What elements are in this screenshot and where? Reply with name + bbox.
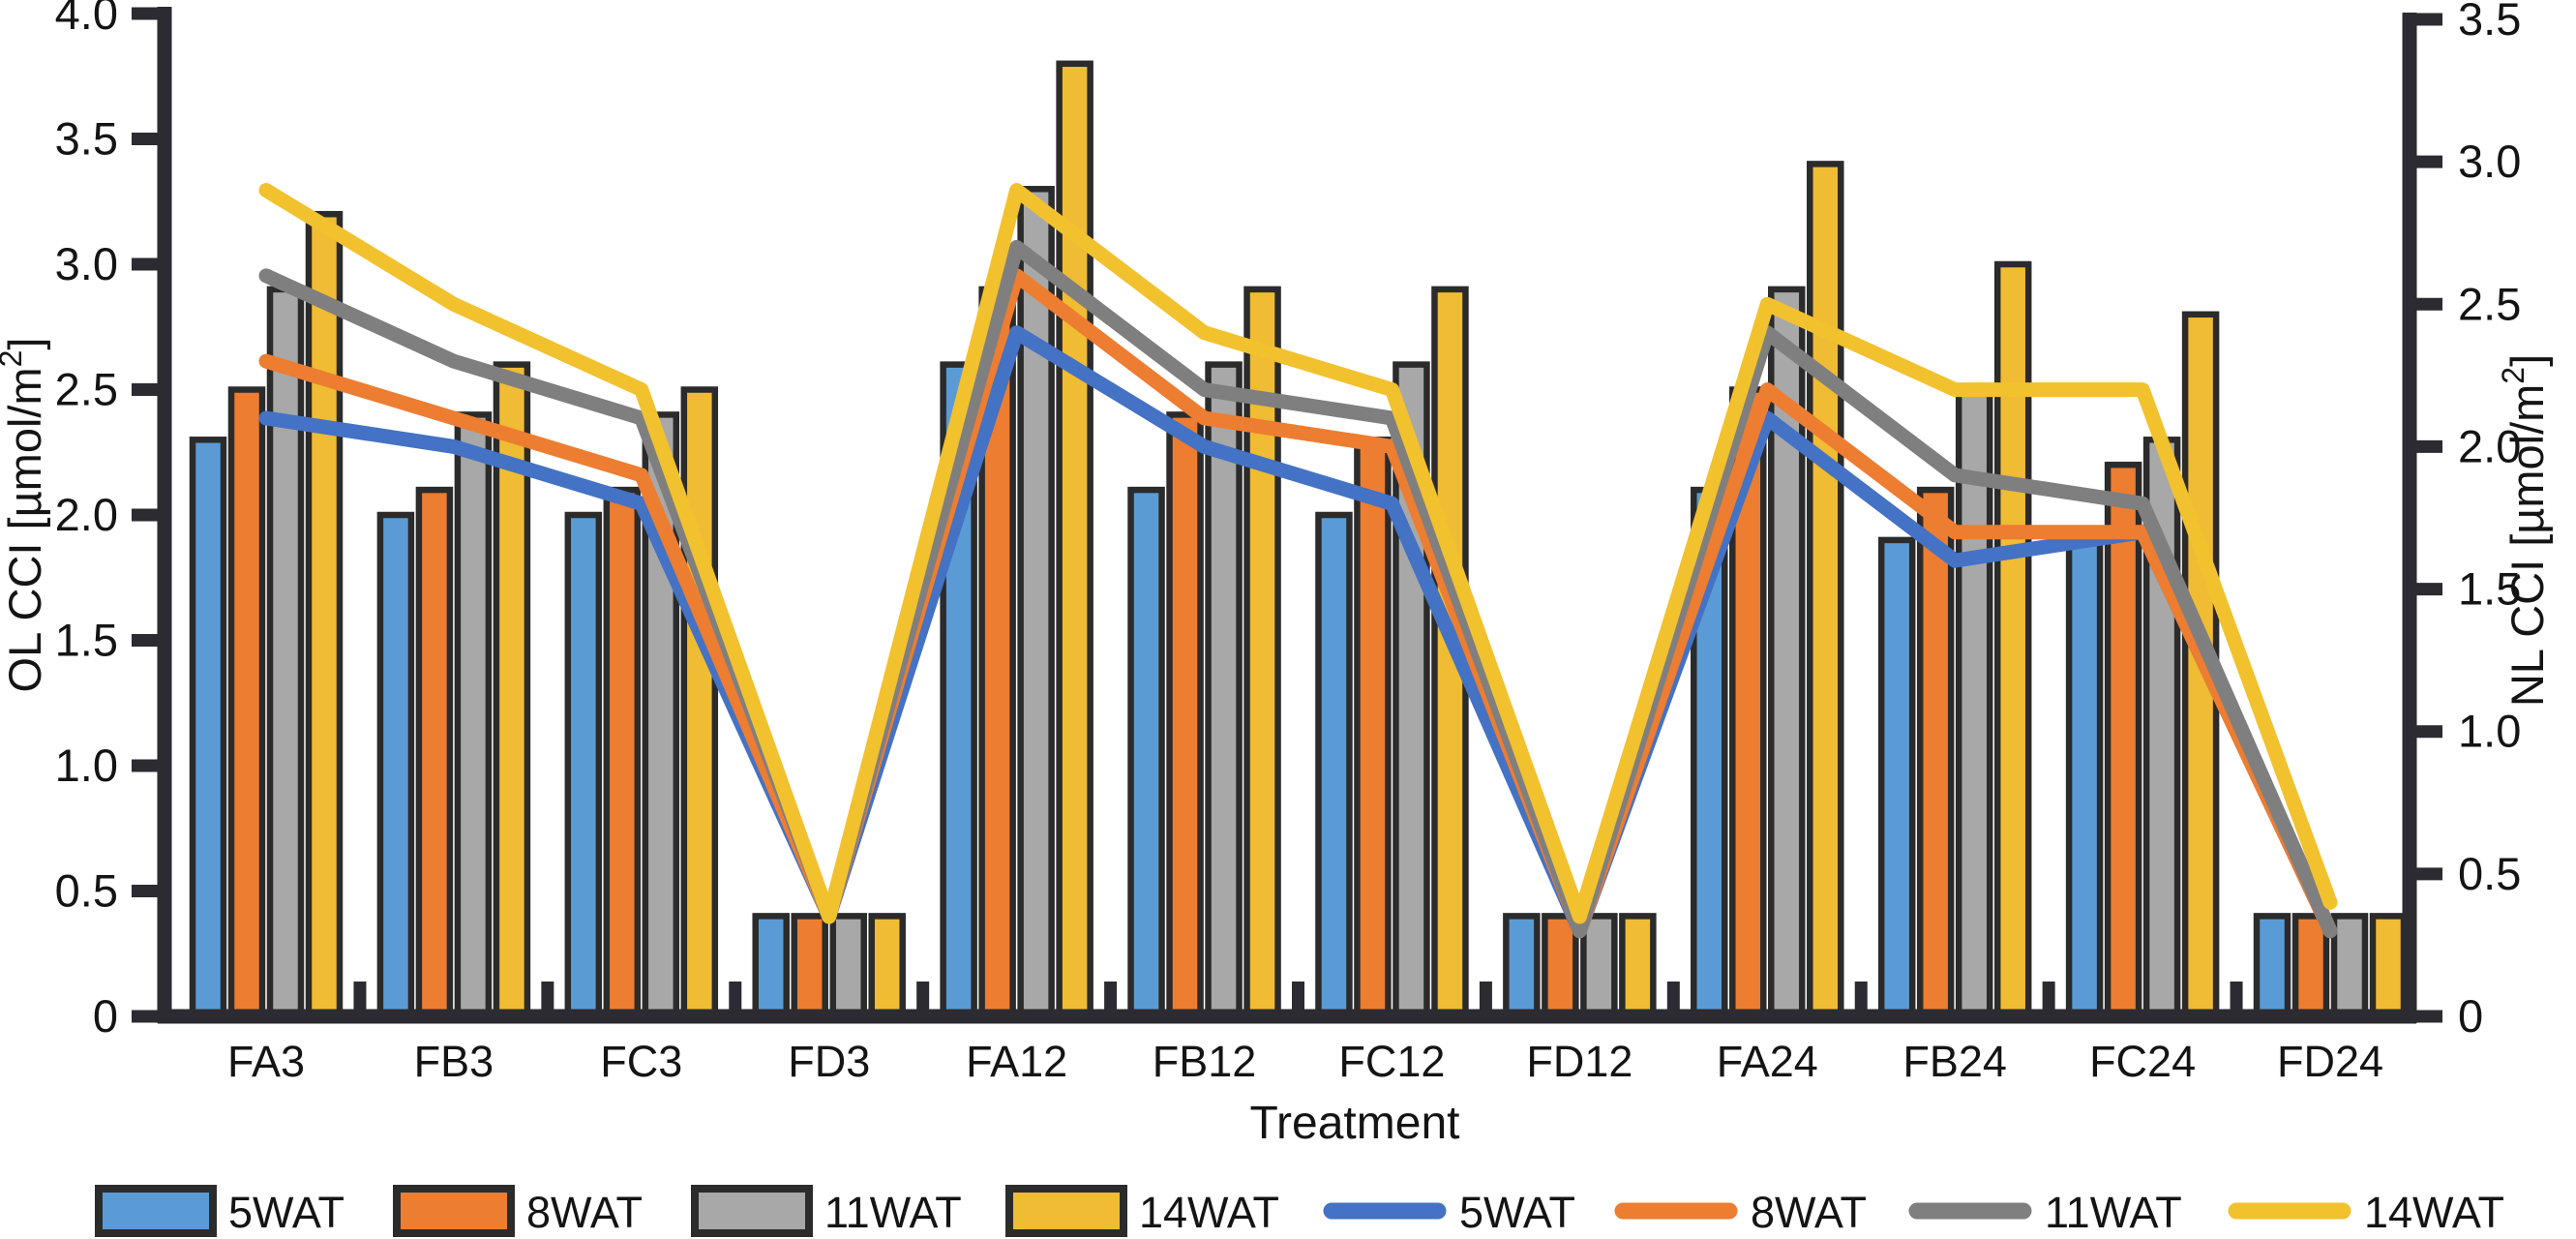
bar-FB24-14WAT (1993, 260, 2032, 1020)
x-category-label: FA12 (966, 1037, 1067, 1086)
bar-FC24-5WAT (2065, 536, 2104, 1020)
line-series-8WAT (258, 268, 2338, 939)
left-axis-tick-label: 0.5 (55, 865, 118, 917)
bar-FA24-14WAT (1807, 161, 1844, 1020)
x-category-label: FB3 (414, 1037, 494, 1086)
bar-FD12-5WAT (1503, 913, 1541, 1020)
legend-bar-label-14WAT: 14WAT (1139, 1188, 1279, 1237)
left-axis-tick-label: 1.0 (55, 740, 118, 791)
bar-FC3-14WAT (680, 386, 719, 1020)
x-category-label: FC12 (1338, 1037, 1445, 1086)
bar-FC3-5WAT (564, 511, 603, 1020)
right-axis-tick-label: 0.5 (2458, 848, 2521, 899)
bar-FB24-8WAT (1916, 486, 1955, 1020)
bar-FB12-5WAT (1127, 486, 1165, 1020)
legend-bar-label-5WAT: 5WAT (228, 1188, 344, 1237)
bar-FA3-14WAT (305, 210, 344, 1020)
bar-FD12-8WAT (1542, 913, 1579, 1020)
legend-line-label-5WAT: 5WAT (1459, 1188, 1575, 1237)
axes-group: 0 0.5 1.0 1.5 2.0 2.5 3.0 3.5 4.0 0 0.5 1.0 1.5 2.0 2.… (55, 0, 2522, 1042)
legend-bar-label-11WAT: 11WAT (824, 1188, 962, 1237)
bar-FD3-5WAT (752, 913, 790, 1020)
left-axis-tick-label: 2.0 (55, 489, 118, 540)
line-series-11WAT (258, 239, 2338, 939)
x-axis-labels: FA3 FB3 FC3 FD3 FA12 FB12 FC12 FD12 FA24 FB24 FC24… (227, 1037, 2383, 1149)
bar-FB12-8WAT (1166, 411, 1204, 1020)
bar-FA3-8WAT (227, 386, 266, 1020)
x-category-label: FA24 (1717, 1037, 1818, 1086)
right-axis-tick-label: 3.0 (2458, 136, 2521, 187)
bar-FC12-8WAT (1354, 437, 1392, 1020)
bar-FA12-11WAT (1017, 186, 1055, 1020)
left-axis-tick-label: 3.0 (55, 238, 118, 289)
right-axis-tick-label: 1.0 (2458, 706, 2521, 757)
x-category-label: FB12 (1153, 1037, 1257, 1086)
bar-FC24-8WAT (2104, 461, 2142, 1020)
legend-line-label-11WAT: 11WAT (2045, 1188, 2182, 1237)
x-category-label: FD24 (2277, 1037, 2383, 1086)
legend: 5WAT 8WAT 11WAT 14WAT 5WAT 8WAT 11WAT 14WAT (95, 1185, 2504, 1237)
bar-FB3-5WAT (376, 511, 415, 1020)
right-axis-tick-label: 2.0 (2458, 420, 2521, 471)
line-series-5WAT (258, 325, 2338, 939)
bar-FD3-14WAT (868, 913, 906, 1020)
left-axis-tick-label: 3.5 (55, 113, 118, 165)
bar-FD3-8WAT (791, 913, 828, 1020)
legend-bar-label-8WAT: 8WAT (526, 1188, 643, 1237)
right-axis-tick-label: 2.5 (2458, 278, 2521, 329)
right-axis-tick-label: 1.5 (2458, 563, 2521, 615)
bar-FD24-11WAT (2330, 913, 2369, 1020)
legend-line-label-8WAT: 8WAT (1751, 1188, 1867, 1237)
left-axis-tick-label: 1.5 (55, 615, 118, 666)
x-category-label: FC24 (2089, 1037, 2196, 1086)
bar-FD24-14WAT (2369, 913, 2408, 1020)
bar-FD24-5WAT (2253, 913, 2291, 1020)
legend-bar-swatch-5WAT (95, 1185, 217, 1237)
bar-FB3-11WAT (454, 411, 493, 1020)
left-axis-tick-label: 4.0 (55, 0, 118, 39)
right-axis-tick-label: 3.5 (2458, 0, 2521, 45)
right-axis-title: NL CCI [µmol/m2] (2496, 354, 2553, 707)
x-category-label: FD12 (1526, 1037, 1632, 1086)
x-axis-title: Treatment (1250, 1098, 1460, 1149)
bar-FD24-8WAT (2291, 913, 2330, 1020)
x-category-label: FA3 (227, 1037, 305, 1086)
right-axis-tick-label: 0 (2458, 990, 2483, 1042)
bar-FB24-5WAT (1877, 536, 1916, 1020)
legend-line-label-14WAT: 14WAT (2364, 1188, 2504, 1237)
legend-bar-swatch-11WAT (691, 1185, 813, 1237)
x-category-label: FD3 (788, 1037, 870, 1086)
bar-FD12-11WAT (1580, 913, 1618, 1020)
legend-bar-swatch-8WAT (393, 1185, 515, 1237)
bar-FA12-14WAT (1056, 60, 1093, 1020)
lines-group (258, 183, 2338, 939)
bar-FD12-14WAT (1619, 913, 1657, 1020)
x-category-label: FC3 (600, 1037, 682, 1086)
bar-FA3-11WAT (266, 286, 305, 1020)
legend-bar-swatch-14WAT (1005, 1185, 1127, 1237)
bar-FC12-5WAT (1315, 511, 1353, 1020)
x-category-label: FB24 (1902, 1037, 2007, 1086)
bar-FD3-11WAT (829, 913, 867, 1020)
bar-FC3-8WAT (603, 486, 642, 1020)
left-axis-title: OL CCI [µmol/m2] (0, 338, 50, 693)
bar-FB3-8WAT (415, 486, 454, 1020)
left-axis-tick-label: 0 (93, 990, 118, 1042)
left-axis-tick-label: 2.5 (55, 364, 118, 415)
line-series-14WAT (258, 183, 2338, 924)
bar-FA3-5WAT (189, 437, 227, 1020)
